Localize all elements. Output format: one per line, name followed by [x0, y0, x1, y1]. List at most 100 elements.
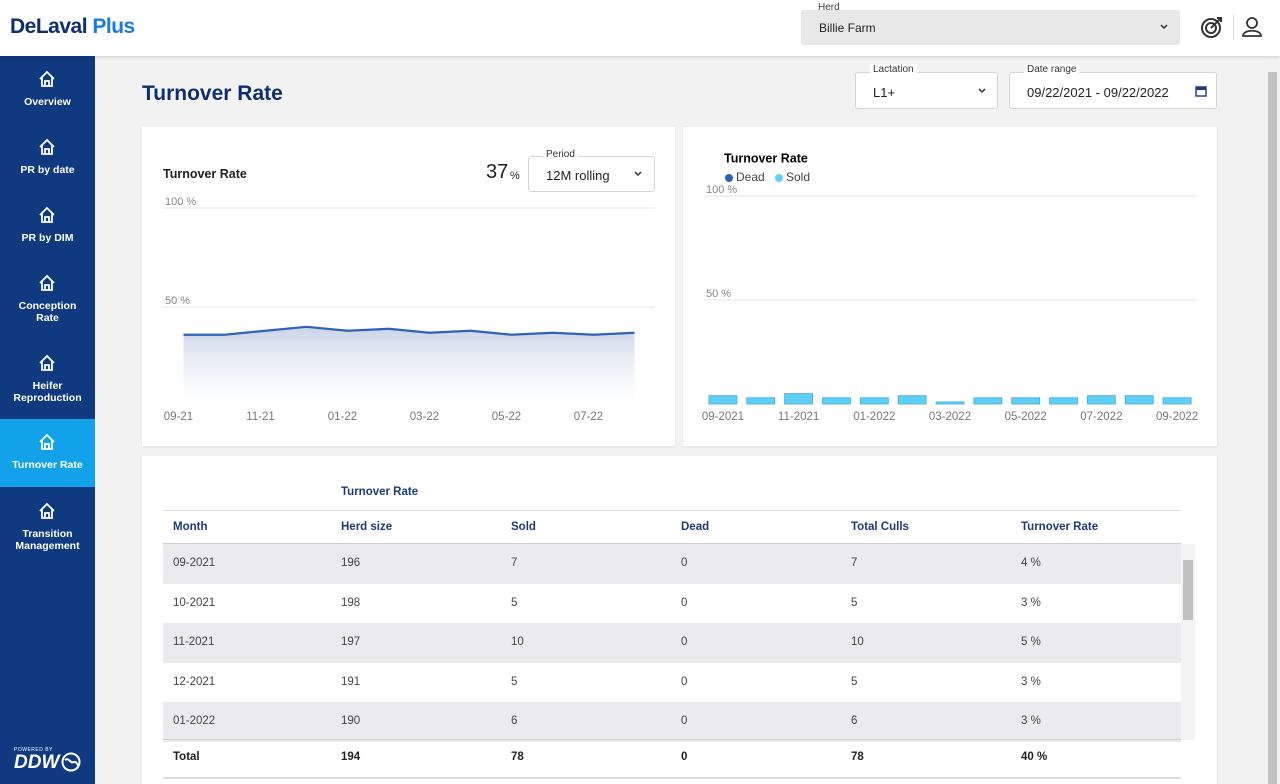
nav-text: Conception Rate: [16, 300, 80, 324]
cell: 0: [681, 676, 687, 688]
line-card: Turnover Rate 37 % 12M rolling Period 50…: [142, 127, 675, 446]
date-label: Date range: [1024, 64, 1079, 75]
cell: 3 %: [1021, 715, 1041, 727]
cell: 01-2022: [173, 715, 215, 727]
y-tick-label: 50 %: [165, 295, 190, 307]
cell: 5: [851, 676, 857, 688]
legend-dot: [775, 174, 783, 182]
cell: 0: [681, 636, 687, 648]
divider: [1233, 14, 1234, 40]
turnover-table: Turnover RateMonthHerd sizeSoldDeadTotal…: [142, 456, 1217, 784]
nav-item[interactable]: PR by DIM: [0, 192, 95, 260]
y-tick-label: 50 %: [706, 288, 731, 300]
bar-segment: [1050, 398, 1078, 404]
nav-item[interactable]: Turnover Rate: [0, 419, 95, 487]
chevron: [1159, 23, 1169, 31]
column-header: Dead: [681, 521, 709, 533]
column-header: Month: [173, 521, 207, 533]
cell: 198: [341, 597, 360, 609]
nav-item[interactable]: Overview: [0, 56, 95, 124]
nav-text: Heifer Reproduction: [8, 380, 88, 404]
bar-segment: [898, 396, 926, 404]
cell: 12-2021: [173, 676, 215, 688]
total-cell: 78: [511, 751, 524, 763]
nav-label: Overview: [0, 96, 95, 108]
nav-item[interactable]: Conception Rate: [0, 260, 95, 328]
bar-chart: Turnover Rate 50 %100 %DeadSold09-202111…: [683, 127, 1217, 446]
cell: 7: [511, 557, 517, 569]
herd-select[interactable]: Billie Farm: [801, 10, 1180, 45]
bar-segment: [860, 398, 888, 404]
bar-segment: [974, 398, 1002, 404]
x-tick-label: 01-2022: [853, 411, 895, 423]
cell: 191: [341, 676, 360, 688]
x-tick-label: 03-22: [410, 411, 439, 423]
scroll-thumb[interactable]: [1268, 72, 1277, 784]
cell: 5: [511, 597, 517, 609]
cell: 196: [341, 557, 360, 569]
lactation-select[interactable]: L1+: [855, 72, 998, 109]
herd-value: Billie Farm: [819, 21, 876, 35]
nav-label: Transition Management: [0, 528, 95, 552]
cell: 10: [851, 636, 864, 648]
home-icon: [38, 138, 56, 156]
table-card: Turnover RateMonthHerd sizeSoldDeadTotal…: [142, 456, 1217, 784]
x-tick-label: 09-2022: [1156, 411, 1198, 423]
ddw-logo: DDW: [14, 752, 59, 774]
cell: 09-2021: [173, 557, 215, 569]
home-icon: [38, 206, 56, 224]
user-icon[interactable]: [1241, 15, 1263, 39]
brand[interactable]: DeLaval Plus: [10, 15, 135, 39]
nav-text: Transition Management: [3, 528, 93, 552]
x-tick-label: 05-22: [492, 411, 521, 423]
globe-icon: [61, 752, 81, 772]
calendar-icon: [1195, 85, 1207, 97]
x-tick-label: 07-22: [574, 411, 603, 423]
page-title: Turnover Rate: [142, 82, 283, 106]
bar-segment: [1125, 396, 1153, 404]
x-tick-label: 09-2021: [702, 411, 744, 423]
cell: 10-2021: [173, 597, 215, 609]
cell: 11-2021: [173, 636, 214, 648]
bar-segment: [1087, 396, 1115, 404]
nav-label: PR by date: [0, 164, 95, 176]
nav-item[interactable]: Transition Management: [0, 488, 95, 556]
home-icon: [38, 502, 56, 520]
x-tick-label: 11-2021: [778, 411, 819, 423]
home-icon: [38, 70, 56, 88]
cell: 4 %: [1021, 557, 1041, 569]
cell: 5 %: [1021, 636, 1041, 648]
line-chart: 50 %100 %09-2111-2101-2203-2205-2207-22: [142, 127, 675, 446]
nav-text: Overview: [24, 96, 71, 108]
nav-text: Turnover Rate: [12, 459, 82, 471]
card-title: Turnover Rate: [724, 151, 808, 165]
legend-label: Dead: [736, 170, 765, 184]
total-cell: 40 %: [1021, 751, 1047, 763]
column-header: Total Culls: [851, 521, 909, 533]
goals-icon[interactable]: [1200, 15, 1224, 39]
nav-item[interactable]: Heifer Reproduction: [0, 340, 95, 408]
brand-name: DeLaval: [10, 15, 87, 38]
bar-segment: [785, 394, 813, 404]
date-range-input[interactable]: 09/22/2021 - 09/22/2022: [1009, 72, 1217, 109]
nav-label: PR by DIM: [0, 232, 95, 244]
y-tick-label: 100 %: [706, 184, 737, 196]
nav-label: Conception Rate: [0, 300, 95, 324]
cell: 5: [511, 676, 517, 688]
legend-dot: [725, 174, 733, 182]
nav-item[interactable]: PR by date: [0, 124, 95, 192]
cell: 0: [681, 715, 687, 727]
cell: 10: [511, 636, 524, 648]
page-scrollbar[interactable]: [1265, 58, 1280, 784]
bar-card: Turnover Rate 50 %100 %DeadSold09-202111…: [683, 127, 1217, 446]
x-tick-label: 01-22: [328, 411, 357, 423]
chevron: [977, 87, 987, 95]
home-icon: [38, 433, 56, 451]
x-tick-label: 05-2022: [1005, 411, 1047, 423]
column-header: Turnover Rate: [1021, 521, 1098, 533]
bar-segment: [1012, 398, 1040, 404]
total-cell: Total: [173, 751, 200, 763]
cell: 3 %: [1021, 597, 1041, 609]
home-icon: [38, 354, 56, 372]
